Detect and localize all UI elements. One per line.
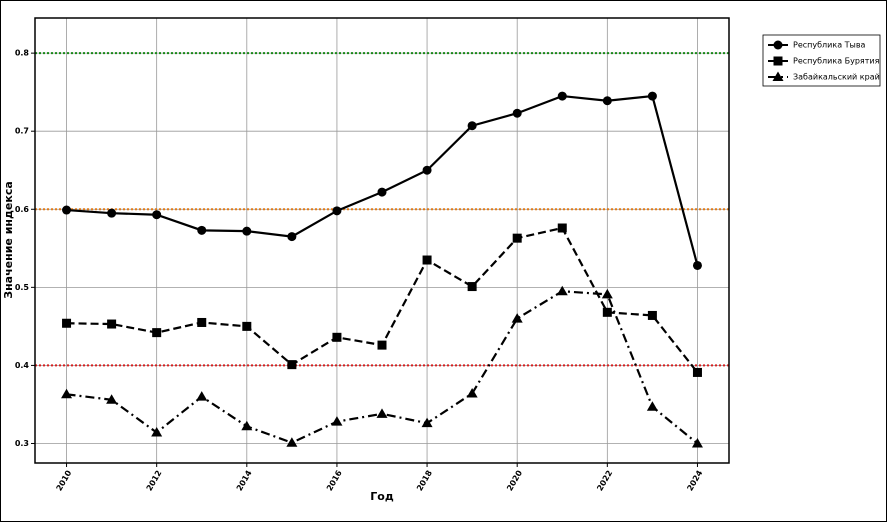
marker: [241, 420, 253, 431]
marker: [376, 408, 388, 418]
marker: [152, 210, 162, 220]
legend-marker: [773, 40, 783, 50]
marker: [467, 121, 477, 131]
y-tick-label: 0.7: [15, 127, 29, 136]
marker: [467, 282, 477, 292]
marker: [286, 437, 298, 447]
marker: [601, 288, 613, 299]
marker: [557, 91, 567, 101]
plot-area: [34, 17, 730, 464]
x-axis-title: Год: [370, 490, 394, 503]
y-tick-label: 0.8: [15, 49, 30, 58]
marker: [151, 427, 163, 437]
marker: [556, 285, 568, 296]
marker: [512, 108, 522, 118]
marker: [511, 313, 523, 323]
y-axis-title: Значение индекса: [2, 181, 15, 299]
marker: [647, 91, 657, 101]
marker: [773, 40, 783, 50]
marker: [242, 226, 252, 236]
marker: [107, 208, 117, 218]
marker: [692, 367, 702, 377]
marker: [772, 71, 784, 81]
marker: [106, 394, 118, 404]
legend-label: Забайкальский край: [793, 73, 880, 82]
marker: [646, 401, 658, 411]
marker: [692, 260, 702, 270]
marker: [332, 206, 342, 216]
marker: [602, 96, 612, 106]
legend-label: Республика Тыва: [793, 41, 866, 50]
marker: [62, 318, 72, 328]
marker: [377, 340, 387, 350]
legend-marker: [772, 71, 784, 81]
marker: [197, 317, 207, 327]
y-tick-label: 0.5: [15, 283, 30, 292]
marker: [61, 388, 73, 399]
legend-marker: [773, 56, 783, 66]
marker: [242, 321, 252, 331]
marker: [287, 360, 297, 370]
marker: [512, 233, 522, 243]
marker: [422, 165, 432, 175]
marker: [152, 328, 162, 338]
marker: [62, 205, 72, 215]
marker: [377, 187, 387, 197]
marker: [107, 319, 117, 329]
marker: [287, 232, 297, 242]
marker: [197, 225, 207, 235]
legend-label: Республика Бурятия: [793, 57, 880, 66]
marker: [421, 417, 433, 428]
y-tick-label: 0.3: [15, 439, 29, 448]
marker: [422, 255, 432, 265]
marker: [602, 307, 612, 317]
marker: [332, 332, 342, 342]
marker: [647, 310, 657, 320]
marker: [466, 388, 478, 398]
marker: [773, 56, 783, 66]
y-tick-label: 0.6: [15, 205, 30, 214]
y-tick-label: 0.4: [15, 361, 30, 370]
marker: [691, 437, 703, 448]
marker: [331, 416, 343, 426]
marker: [196, 391, 208, 401]
marker: [557, 223, 567, 233]
